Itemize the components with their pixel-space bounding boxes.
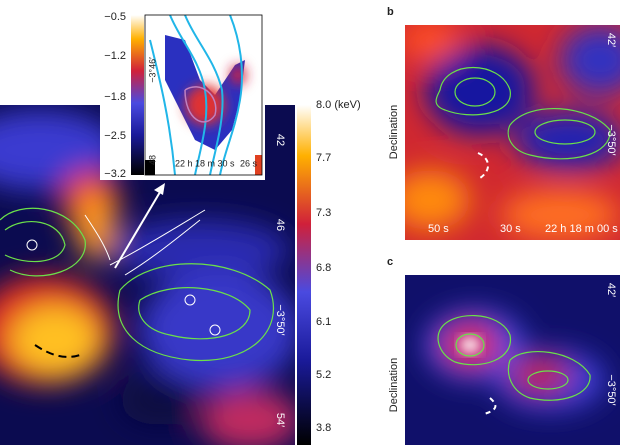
dec-tick: 42: [274, 134, 286, 146]
colorbar-tick: −1.8: [104, 91, 126, 103]
dec-tick: −3°50′: [605, 124, 617, 155]
ra-tick: 50 s: [428, 223, 449, 235]
dec-tick: −3°50′: [274, 304, 286, 335]
dec-tick: 48: [147, 155, 157, 165]
dec-tick: 42′: [605, 33, 617, 47]
panel-letter: b: [387, 6, 394, 18]
axis-label: Declination: [388, 358, 400, 412]
panel-letter: c: [387, 256, 393, 268]
dec-tick: −3°46′: [147, 57, 157, 83]
colorbar-tick: 7.7: [316, 152, 331, 164]
dec-tick: 54′: [274, 413, 286, 427]
colorbar-tick: 6.8: [316, 262, 331, 274]
ra-tick: 22 h 18 m 30 s: [175, 158, 235, 168]
colorbar: [297, 105, 311, 445]
colorbar-tick: −1.2: [104, 50, 126, 62]
panel-b-map: 50 s 30 s 22 h 18 m 00 s 42′ −3°50′: [405, 25, 620, 240]
inset-map: [145, 15, 262, 175]
colorbar-tick: 6.1: [316, 316, 331, 328]
ra-tick: 30 s: [500, 223, 521, 235]
ra-tick: 22 h 18 m 00 s: [545, 223, 618, 235]
colorbar-tick: −2.5: [104, 130, 126, 142]
colorbar-tick: 3.8: [316, 422, 331, 434]
dec-tick: −3°50′: [605, 374, 617, 405]
ra-tick: 26 s: [240, 158, 258, 168]
dec-tick: 42′: [605, 283, 617, 297]
colorbar-tick: −0.5: [104, 11, 126, 23]
colorbar-tick: 7.3: [316, 207, 331, 219]
axis-label: Declination: [388, 105, 400, 159]
colorbar-tick: −3.2: [104, 168, 126, 180]
dec-tick: 46: [274, 219, 286, 231]
panel-c-map: 42′ −3°50′: [405, 275, 620, 445]
colorbar-tick: 5.2: [316, 369, 331, 381]
inset-colorbar: [131, 15, 144, 175]
colorbar-unit: 8.0 (keV): [316, 99, 361, 111]
